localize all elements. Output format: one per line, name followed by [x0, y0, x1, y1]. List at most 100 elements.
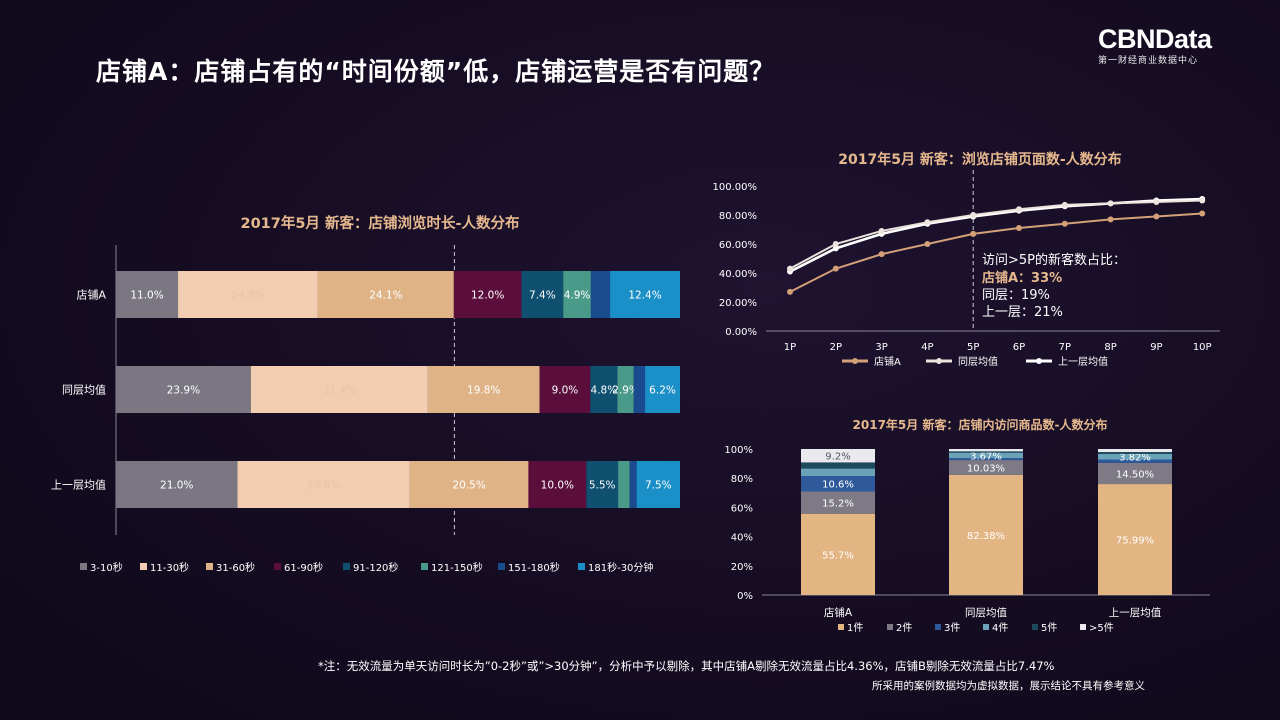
bar-segment: [1098, 449, 1172, 453]
y-tick-label: 20%: [731, 562, 753, 573]
data-point: [787, 288, 793, 295]
data-point: [1153, 198, 1160, 205]
legend-label: >5件: [1089, 622, 1114, 634]
data-point: [832, 265, 839, 272]
legend-label: 3件: [944, 622, 960, 634]
bar-segment: [801, 468, 875, 477]
pages-chart-title: 2017年5月 新客：浏览店铺页面数-人数分布: [838, 152, 1122, 168]
bar-segment: [1098, 462, 1172, 485]
data-label: 31.4%: [323, 385, 356, 397]
legend-swatch: [140, 563, 147, 570]
x-tick-label: 2P: [830, 342, 842, 353]
x-tick-label: 7P: [1059, 342, 1071, 353]
data-label: 10.03%: [967, 463, 1005, 474]
data-point: [970, 212, 977, 218]
legend-swatch: [80, 563, 87, 570]
data-label: 19.8%: [467, 385, 500, 397]
data-label: 12.4%: [628, 290, 661, 302]
legend-swatch: [1080, 624, 1086, 630]
data-point: [970, 230, 977, 237]
bar-segment: [1098, 452, 1172, 454]
bar-segment: [116, 461, 238, 508]
data-label: 15.2%: [822, 499, 854, 510]
data-point: [1107, 200, 1114, 207]
legend-swatch: [983, 624, 989, 630]
category-label: 同层均值: [965, 606, 1007, 619]
bar-segment: [590, 271, 611, 318]
legend-swatch: [1032, 624, 1038, 630]
data-label: 55.7%: [822, 550, 854, 561]
logo-wordmark: CBNData: [1098, 24, 1212, 54]
items-chart-title: 2017年5月 新客：店铺内访问商品数-人数分布: [852, 418, 1108, 432]
series-line: [789, 199, 1203, 270]
category-label: 同层均值: [62, 384, 106, 397]
y-tick-label: 20.00%: [719, 298, 757, 309]
data-point: [878, 227, 885, 234]
x-tick-label: 8P: [1104, 342, 1116, 353]
duration-chart-title: 2017年5月 新客：店铺浏览时长-人数分布: [240, 216, 520, 232]
legend-marker: [936, 358, 942, 364]
data-label: 3.67%: [970, 451, 1002, 462]
legend-label: 3-10秒: [90, 561, 123, 574]
legend-swatch: [343, 563, 350, 570]
page-title: 店铺A：店铺占有的“时间份额”低，店铺运营是否有问题？: [96, 57, 776, 86]
x-tick-label: 1P: [784, 342, 796, 353]
legend-swatch: [578, 563, 585, 570]
data-label: 20.5%: [452, 480, 485, 492]
data-label: 10.6%: [822, 480, 854, 491]
x-tick-label: 6P: [1013, 342, 1025, 353]
data-label: 24.8%: [231, 290, 264, 302]
x-tick-label: 10P: [1193, 342, 1212, 353]
bar-segment: [801, 462, 875, 469]
data-label: 10.0%: [541, 480, 574, 492]
y-tick-label: 40%: [731, 533, 753, 544]
legend-label: 61-90秒: [284, 561, 323, 574]
bar-segment: [801, 513, 875, 595]
x-tick-label: 4P: [921, 342, 933, 353]
category-label: 店铺A: [76, 288, 106, 302]
data-label: 23.9%: [167, 385, 200, 397]
bar-segment: [528, 461, 587, 508]
category-label: 上一层均值: [1109, 606, 1162, 619]
annotation-line: 访问>5P的新客数占比：: [982, 252, 1126, 268]
legend-label: 同层均值: [958, 355, 998, 368]
legend-label: 2件: [896, 622, 912, 634]
bar-segment: [178, 271, 318, 318]
bar-segment: [617, 366, 634, 413]
legend-label: 31-60秒: [216, 561, 255, 574]
legend-swatch: [206, 563, 213, 570]
data-point: [1016, 206, 1022, 213]
bar-segment: [629, 461, 637, 508]
data-point: [878, 251, 885, 258]
bar-segment: [801, 449, 875, 463]
bar-segment: [949, 449, 1023, 452]
bar-segment: [1098, 459, 1172, 463]
bar-segment: [317, 271, 454, 318]
bar-segment: [116, 271, 179, 318]
bar-segment: [563, 271, 591, 318]
data-label: 9.2%: [825, 452, 850, 463]
bar-segment: [250, 366, 428, 413]
data-point: [1199, 197, 1206, 204]
data-point: [1061, 220, 1068, 227]
bar-segment: [949, 451, 1023, 453]
data-point: [787, 265, 793, 272]
footnote: *注：无效流量为单天访问时长为”0-2秒”或”>30分钟”，分析中予以剔除，其中…: [318, 659, 1055, 673]
bar-segment: [590, 366, 618, 413]
bar-segment: [645, 366, 680, 413]
legend-label: 上一层均值: [1058, 355, 1108, 368]
annotation-line: 店铺A：33%: [982, 270, 1062, 286]
data-point: [1061, 201, 1068, 208]
bar-segment: [801, 476, 875, 492]
data-label: 3.82%: [1119, 453, 1151, 464]
data-label: 4.9%: [564, 290, 591, 302]
data-label: 4.8%: [591, 385, 618, 397]
bar-segment: [633, 366, 646, 413]
bar-segment: [521, 271, 564, 318]
y-tick-label: 40.00%: [719, 269, 757, 280]
data-label: 11.0%: [130, 290, 163, 302]
data-label: 7.5%: [645, 480, 672, 492]
y-tick-label: 80%: [731, 474, 753, 485]
